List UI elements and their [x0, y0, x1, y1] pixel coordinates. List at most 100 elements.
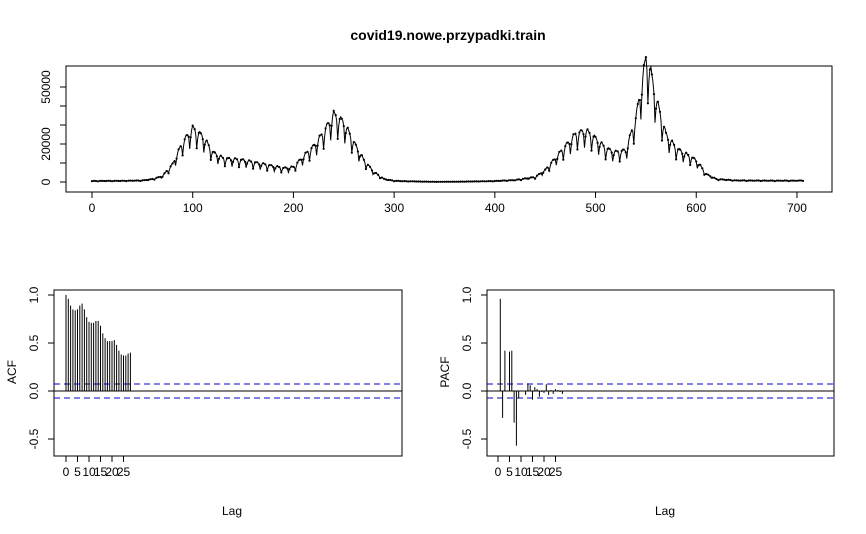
ts-data-point — [195, 147, 198, 150]
ts-data-point — [294, 169, 297, 172]
ts-data-point — [556, 157, 559, 160]
ts-data-point — [300, 158, 303, 161]
ts-data-point — [485, 180, 488, 183]
ts-data-point — [111, 180, 114, 183]
ts-data-point — [415, 180, 418, 183]
ts-data-point — [741, 179, 744, 182]
ts-data-point — [99, 179, 102, 182]
ts-data-point — [554, 158, 557, 161]
ts-data-point — [751, 179, 754, 182]
ts-data-point — [777, 179, 780, 182]
ts-data-point — [582, 133, 585, 136]
ts-x-tick-label: 500 — [586, 201, 606, 215]
ts-data-point — [423, 180, 426, 183]
ts-data-point — [717, 179, 720, 182]
ts-data-point — [521, 177, 525, 180]
ts-data-point — [632, 142, 635, 145]
ts-data-point — [441, 180, 444, 183]
ts-data-point — [117, 179, 120, 182]
ts-data-point — [284, 166, 287, 169]
ts-data-point — [669, 143, 672, 146]
ts-data-point — [503, 179, 506, 182]
ts-data-point — [648, 68, 652, 71]
pacf-x-tick-label: 0 — [495, 465, 502, 479]
ts-data-point — [173, 160, 176, 163]
ts-data-point — [652, 93, 656, 96]
ts-data-point — [419, 180, 422, 183]
ts-data-point — [207, 144, 210, 147]
ts-data-point — [691, 156, 694, 159]
ts-data-point — [693, 157, 696, 160]
ts-data-point — [642, 63, 646, 67]
acf-y-tick-label: 0.0 — [27, 382, 41, 399]
ts-data-point — [127, 179, 130, 182]
ts-data-point — [574, 132, 577, 135]
ts-data-point — [288, 168, 291, 171]
pacf-x-tick-label: 5 — [506, 465, 513, 479]
ts-data-point — [715, 177, 718, 181]
ts-data-point — [360, 154, 363, 157]
ts-data-point — [467, 180, 470, 183]
acf-x-tick-label: 20 — [105, 465, 119, 479]
ts-data-point — [92, 179, 96, 182]
ts-data-point — [586, 128, 589, 131]
ts-data-point — [258, 163, 261, 166]
acf-x-axis-label: Lag — [222, 504, 242, 518]
ts-data-point — [358, 155, 361, 158]
ts-data-point — [801, 179, 805, 182]
ts-data-point — [602, 144, 605, 147]
ts-data-point — [550, 161, 553, 164]
ts-data-point — [338, 117, 341, 121]
ts-data-point — [205, 139, 208, 142]
ts-data-point — [654, 107, 658, 110]
ts-data-point — [773, 180, 776, 183]
ts-data-point — [274, 167, 277, 170]
ts-data-point — [675, 158, 678, 161]
acf-y-tick-label: 1.0 — [27, 286, 41, 303]
ts-data-point — [346, 126, 349, 129]
ts-data-point — [731, 179, 734, 182]
ts-data-point — [622, 148, 625, 151]
ts-data-point — [636, 102, 639, 106]
ts-data-point — [646, 102, 650, 105]
ts-data-point — [266, 169, 269, 172]
ts-data-point — [199, 132, 202, 135]
ts-y-tick-label: 0 — [39, 178, 53, 185]
ts-data-point — [767, 179, 770, 182]
ts-data-point — [781, 179, 785, 182]
ts-data-point — [368, 165, 372, 168]
ts-data-point — [560, 149, 563, 152]
ts-data-point — [219, 154, 222, 157]
ts-data-point — [775, 179, 778, 182]
ts-data-point — [538, 172, 541, 176]
ts-data-point — [227, 156, 231, 160]
ts-data-point — [650, 73, 654, 76]
ts-data-point — [719, 178, 722, 181]
ts-data-point — [250, 160, 253, 163]
ts-data-point — [113, 179, 116, 182]
ts-data-point — [431, 180, 434, 183]
ts-data-point — [481, 180, 484, 183]
ts-data-point — [407, 180, 410, 183]
ts-data-point — [179, 145, 182, 148]
ts-data-point — [461, 180, 464, 183]
ts-data-point — [395, 179, 398, 182]
ts-data-point — [640, 93, 644, 96]
ts-data-point — [727, 178, 730, 181]
ts-data-point — [163, 172, 166, 175]
ts-data-point — [709, 175, 712, 178]
ts-data-point — [105, 179, 108, 183]
ts-data-point — [447, 180, 450, 183]
ts-data-point — [209, 158, 212, 161]
ts-data-point — [459, 180, 462, 183]
ts-data-point — [628, 134, 631, 137]
ts-data-point — [364, 167, 367, 171]
ts-data-point — [187, 135, 190, 138]
ts-data-point — [526, 177, 529, 180]
ts-data-point — [119, 179, 122, 183]
ts-data-point — [348, 132, 351, 135]
ts-data-point — [725, 178, 728, 182]
ts-data-point — [304, 151, 307, 154]
ts-data-point — [542, 171, 545, 174]
